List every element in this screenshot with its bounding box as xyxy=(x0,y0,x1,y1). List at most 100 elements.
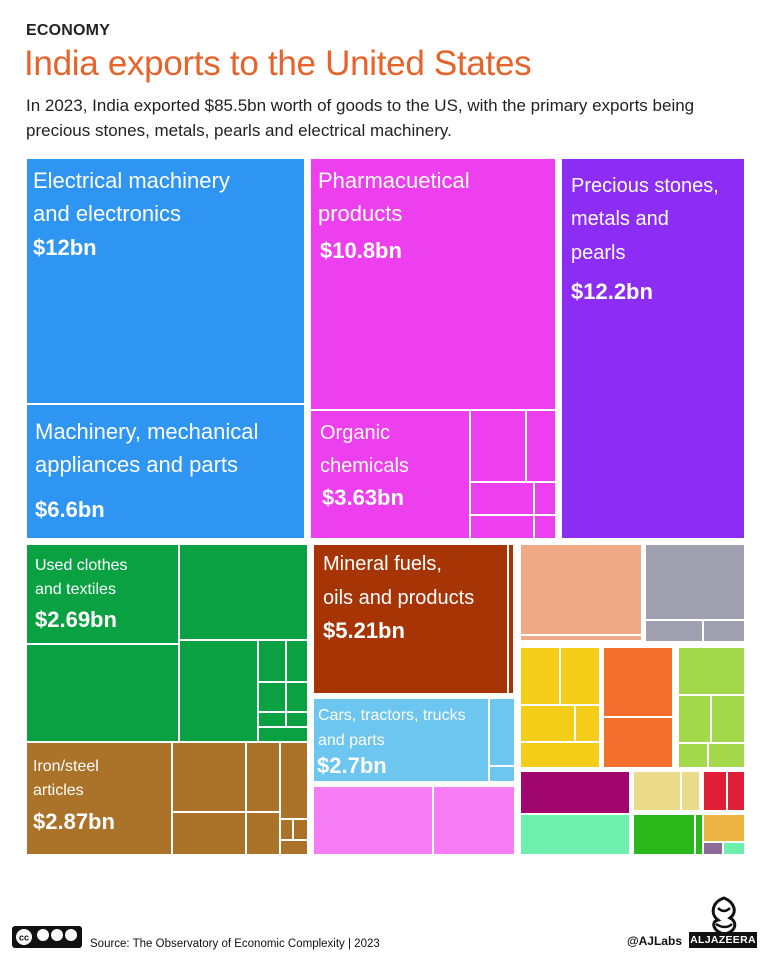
treemap-block-label: Machinery, mechanical xyxy=(35,419,258,444)
section-kicker: ECONOMY xyxy=(26,22,111,39)
creative-commons-icon: cc xyxy=(12,926,82,948)
treemap-block-label: Cars, tractors, trucks xyxy=(318,707,466,724)
treemap-subblock xyxy=(632,770,682,812)
treemap-subblock xyxy=(644,543,746,621)
treemap-subblock xyxy=(533,514,557,540)
treemap-block-value: $10.8bn xyxy=(320,238,402,263)
treemap-subblock xyxy=(285,681,309,713)
treemap-subblock xyxy=(488,765,516,783)
treemap-subblock xyxy=(285,639,309,683)
treemap-subblock xyxy=(519,704,576,743)
treemap-subblock xyxy=(677,742,709,769)
chart-title: India exports to the United States xyxy=(24,44,532,83)
treemap-subblock xyxy=(257,711,287,728)
treemap-block-label: Iron/steel xyxy=(33,758,99,775)
treemap-subblock xyxy=(488,697,516,767)
treemap-block-label: Electrical machinery xyxy=(33,168,230,193)
treemap-subblock xyxy=(726,770,746,812)
treemap-block-label: products xyxy=(318,201,402,226)
treemap-block-label: and parts xyxy=(318,732,385,749)
chart-subtitle: In 2023, India exported $85.5bn worth of… xyxy=(26,96,695,140)
treemap-subblock xyxy=(694,813,704,856)
treemap-subblock xyxy=(279,818,294,841)
treemap-block-value: $2.7bn xyxy=(317,753,387,778)
treemap-subblock xyxy=(722,841,746,856)
treemap-block-label: Pharmacuetical xyxy=(318,168,470,193)
treemap-subblock xyxy=(702,813,746,843)
treemap-block xyxy=(25,157,306,405)
treemap-subblock xyxy=(644,619,704,643)
treemap-block-label: chemicals xyxy=(320,455,409,477)
treemap-block-label: pearls xyxy=(571,242,625,264)
treemap-subblock xyxy=(507,543,515,695)
treemap-subblock xyxy=(469,514,535,540)
treemap-block xyxy=(25,403,306,540)
treemap-subblock xyxy=(710,694,746,744)
treemap-block-value: $5.21bn xyxy=(323,618,405,643)
treemap-block-label: Organic xyxy=(320,422,390,444)
treemap-block-label: Precious stones, xyxy=(571,175,719,197)
treemap-subblock xyxy=(707,742,746,769)
treemap-subblock xyxy=(432,785,516,856)
treemap-subblock xyxy=(519,543,643,636)
treemap-subblock xyxy=(257,726,309,743)
treemap-block-label: appliances and parts xyxy=(35,452,238,477)
treemap-subblock xyxy=(178,543,309,641)
treemap-subblock xyxy=(559,646,601,706)
treemap-block-label: Used clothes xyxy=(35,557,128,574)
treemap-subblock xyxy=(680,770,701,812)
treemap-subblock xyxy=(171,741,247,813)
treemap-subblock xyxy=(602,716,674,769)
treemap-subblock xyxy=(533,481,557,516)
treemap-subblock xyxy=(574,704,601,743)
treemap-block-label: Mineral fuels, xyxy=(323,553,442,575)
treemap-block xyxy=(560,157,746,540)
treemap-block-label: and electronics xyxy=(33,201,181,226)
treemap-block-value: $12.2bn xyxy=(571,279,653,304)
treemap-subblock xyxy=(602,646,674,718)
treemap-block-label: metals and xyxy=(571,208,669,230)
source-note: Source: The Observatory of Economic Comp… xyxy=(90,938,380,950)
treemap-block-value: $2.87bn xyxy=(33,809,115,834)
treemap-block-value: $3.63bn xyxy=(322,485,404,510)
treemap-block xyxy=(309,157,557,411)
treemap-subblock xyxy=(25,643,180,743)
treemap-subblock xyxy=(245,741,281,813)
svg-text:cc: cc xyxy=(19,933,29,943)
treemap-subblock xyxy=(171,811,247,856)
treemap-block-label: oils and products xyxy=(323,587,474,609)
treemap-subblock xyxy=(702,619,746,643)
treemap-subblock xyxy=(519,646,561,706)
treemap-subblock xyxy=(525,409,557,483)
treemap-subblock xyxy=(519,634,643,642)
treemap-subblock xyxy=(178,639,259,743)
treemap-block xyxy=(25,741,173,856)
treemap-subblock xyxy=(677,646,746,696)
treemap-block-label: and textiles xyxy=(35,581,116,598)
treemap-block-value: $2.69bn xyxy=(35,607,117,632)
treemap-subblock xyxy=(702,770,728,812)
treemap-subblock xyxy=(257,639,287,683)
treemap-subblock xyxy=(292,818,309,841)
treemap-block xyxy=(309,409,471,540)
aljazeera-wordmark: ALJAZEERA xyxy=(689,932,757,948)
treemap-subblock xyxy=(469,409,527,483)
treemap-block xyxy=(312,697,490,783)
ajlabs-handle: @AJLabs xyxy=(626,934,682,948)
treemap-subblock xyxy=(632,813,696,856)
treemap-subblock xyxy=(285,711,309,728)
treemap-subblock xyxy=(257,681,287,713)
treemap-block xyxy=(312,543,509,695)
treemap-block-value: $6.6bn xyxy=(35,497,105,522)
treemap-block-label: articles xyxy=(33,782,84,799)
treemap-subblock xyxy=(519,741,601,769)
treemap-block xyxy=(25,543,180,743)
treemap-subblock xyxy=(677,694,712,744)
treemap-subblock xyxy=(279,741,309,820)
treemap-block-value: $12bn xyxy=(33,235,97,260)
treemap-subblock xyxy=(312,785,434,856)
treemap-subblock xyxy=(702,841,724,856)
treemap-subblock xyxy=(519,770,631,815)
treemap-subblock xyxy=(519,813,631,856)
